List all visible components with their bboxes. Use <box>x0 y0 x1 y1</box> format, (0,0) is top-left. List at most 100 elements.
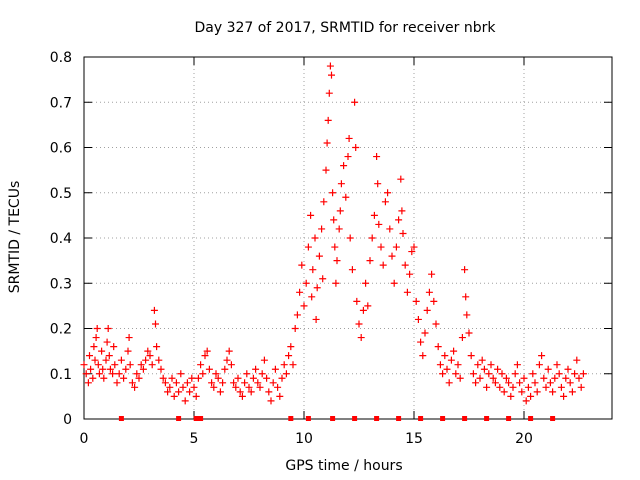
data-point <box>348 266 356 274</box>
data-point <box>125 334 133 342</box>
data-point <box>315 252 323 260</box>
data-point <box>225 347 233 355</box>
data-point <box>308 293 316 301</box>
x-tick-label: 0 <box>80 431 89 447</box>
data-point <box>274 383 282 391</box>
data-point <box>395 216 403 224</box>
data-point <box>336 207 344 215</box>
data-point <box>335 225 343 233</box>
data-point <box>544 365 552 373</box>
data-point <box>573 356 581 364</box>
data-point <box>439 370 447 378</box>
data-point <box>208 379 216 387</box>
gap-marker <box>528 416 534 421</box>
data-point <box>529 370 537 378</box>
data-point <box>332 279 340 287</box>
data-point <box>223 356 231 364</box>
data-point <box>568 388 576 396</box>
data-point <box>555 370 563 378</box>
data-point <box>430 297 438 305</box>
data-point <box>157 365 165 373</box>
data-point <box>417 338 425 346</box>
data-point <box>135 374 143 382</box>
gap-marker <box>484 416 490 421</box>
data-point <box>507 392 515 400</box>
data-point <box>432 320 440 328</box>
data-point <box>102 356 110 364</box>
data-point <box>170 392 178 400</box>
data-point <box>312 315 320 323</box>
data-point <box>80 361 88 369</box>
data-point <box>219 379 227 387</box>
data-point <box>509 383 517 391</box>
data-point <box>328 71 335 79</box>
data-point <box>551 374 559 382</box>
gap-marker <box>550 416 556 421</box>
data-point <box>111 361 119 369</box>
data-point <box>212 370 220 378</box>
data-point <box>269 379 277 387</box>
data-point <box>252 365 260 373</box>
data-point <box>322 166 330 174</box>
data-point <box>254 379 262 387</box>
data-point <box>103 338 111 346</box>
data-point <box>243 370 251 378</box>
data-point <box>285 352 293 360</box>
data-point <box>124 347 132 355</box>
data-point <box>197 361 205 369</box>
gap-marker <box>288 416 294 421</box>
data-point <box>331 243 339 251</box>
data-point <box>307 211 315 219</box>
data-point <box>94 361 102 369</box>
data-point <box>319 275 327 283</box>
data-point <box>214 374 222 382</box>
data-point <box>89 374 97 382</box>
data-point <box>469 370 477 378</box>
data-point <box>98 347 106 355</box>
data-point <box>280 361 288 369</box>
data-point <box>325 89 333 97</box>
data-point <box>491 379 499 387</box>
data-point <box>368 234 376 242</box>
data-point <box>86 352 93 360</box>
data-point <box>353 297 361 305</box>
y-tick-label: 0.1 <box>50 367 72 383</box>
gap-marker <box>193 416 199 421</box>
data-point <box>538 352 546 360</box>
data-point <box>398 207 406 215</box>
data-point <box>161 379 169 387</box>
data-point <box>105 352 113 360</box>
data-point <box>90 343 98 351</box>
data-point <box>115 370 123 378</box>
data-point <box>483 383 491 391</box>
data-point <box>232 383 240 391</box>
data-point <box>291 325 299 332</box>
data-point <box>425 288 433 296</box>
data-point <box>560 392 568 400</box>
data-point <box>320 198 328 206</box>
data-point <box>190 383 198 391</box>
y-tick-label: 0.4 <box>50 231 72 247</box>
data-point <box>485 370 493 378</box>
data-point <box>408 248 416 256</box>
data-point <box>263 374 271 382</box>
data-point <box>304 243 312 251</box>
x-tick-label: 5 <box>190 431 199 447</box>
x-tick-label: 20 <box>515 431 533 447</box>
data-point <box>199 370 207 378</box>
data-point <box>401 261 409 269</box>
data-point <box>106 365 114 373</box>
data-point <box>330 216 338 224</box>
data-point <box>392 243 400 251</box>
data-point <box>571 370 579 378</box>
data-point <box>379 261 387 269</box>
data-point <box>340 162 348 170</box>
data-point <box>298 261 306 269</box>
data-point <box>265 388 273 396</box>
data-point <box>531 379 539 387</box>
gap-marker <box>118 416 124 421</box>
data-point <box>120 374 128 382</box>
y-tick-label: 0.3 <box>50 276 72 292</box>
data-point <box>522 397 530 405</box>
